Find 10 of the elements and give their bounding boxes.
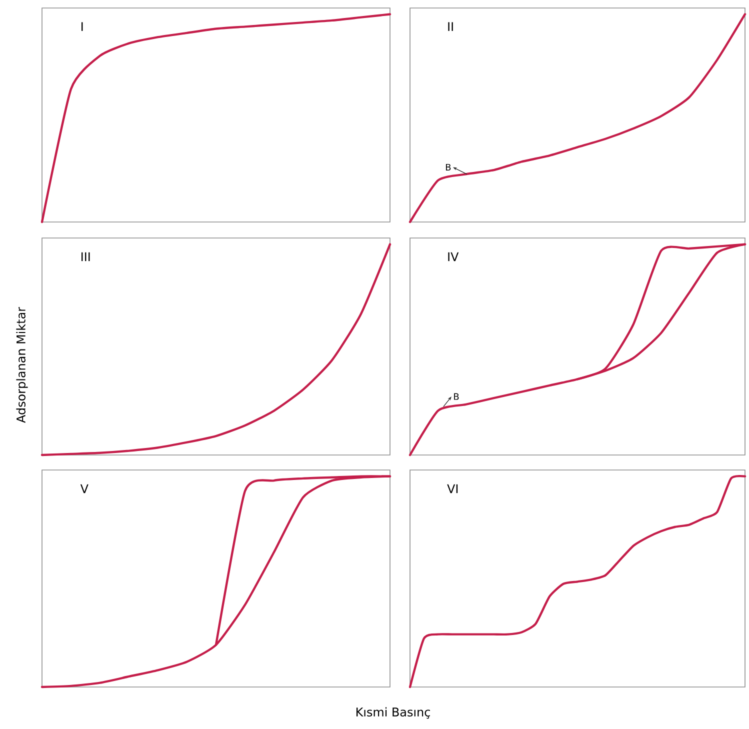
y-axis-title: Adsorplanan Miktar (16, 306, 28, 423)
x-axis-title: Kısmi Basınç (356, 707, 430, 719)
text: V (80, 484, 88, 494)
text: III (81, 252, 90, 262)
text: II (448, 22, 453, 31)
text: VI (447, 484, 458, 494)
text: I (81, 22, 83, 31)
text: IV (448, 252, 459, 262)
annotation: B (446, 164, 451, 170)
annotation: B (454, 393, 459, 400)
